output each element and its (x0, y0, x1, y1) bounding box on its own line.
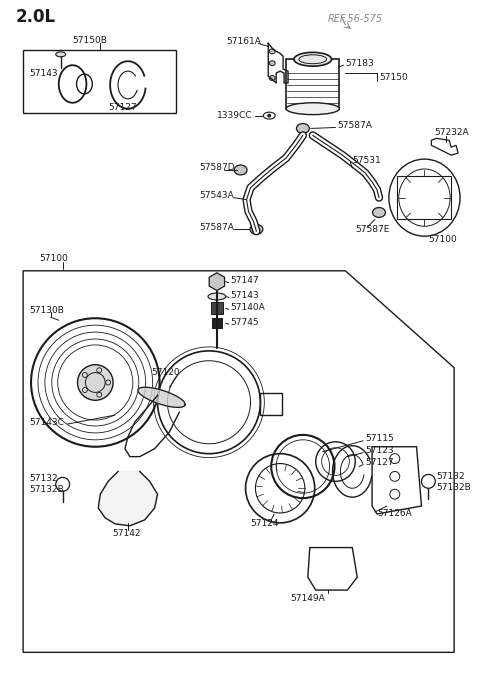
Text: 57587A: 57587A (199, 223, 234, 232)
Text: 57140A: 57140A (231, 303, 265, 312)
Text: 57100: 57100 (39, 254, 68, 264)
Text: 57543A: 57543A (199, 191, 234, 200)
Ellipse shape (297, 123, 309, 134)
Text: 57232A: 57232A (434, 128, 469, 137)
Bar (286, 59, 339, 108)
Text: 57123: 57123 (365, 446, 394, 455)
Text: 57149A: 57149A (290, 595, 325, 603)
Text: REF.56-575: REF.56-575 (327, 14, 383, 24)
Text: 57531: 57531 (352, 155, 381, 165)
Text: 57132: 57132 (29, 474, 58, 483)
Bar (211, 302, 223, 315)
Text: 1339CC: 1339CC (217, 111, 252, 120)
Text: 57150B: 57150B (72, 36, 108, 45)
Text: 57126A: 57126A (377, 509, 412, 519)
Ellipse shape (250, 224, 263, 234)
Text: 57130B: 57130B (29, 306, 64, 315)
Ellipse shape (286, 103, 339, 115)
Text: 57132B: 57132B (436, 483, 471, 492)
Text: 57587D: 57587D (199, 163, 235, 172)
Circle shape (267, 114, 271, 117)
Bar (212, 318, 222, 328)
Text: 57150: 57150 (379, 73, 408, 81)
Ellipse shape (269, 75, 275, 81)
Ellipse shape (294, 52, 332, 66)
Text: 57143: 57143 (29, 68, 58, 77)
Text: 57124: 57124 (251, 519, 279, 528)
Polygon shape (209, 273, 225, 291)
Text: 57161A: 57161A (227, 37, 262, 46)
Polygon shape (138, 387, 185, 407)
Text: 57143: 57143 (231, 291, 259, 300)
Text: 57587E: 57587E (355, 225, 390, 234)
Ellipse shape (56, 52, 66, 57)
Text: 57115: 57115 (365, 435, 394, 443)
Circle shape (77, 365, 113, 400)
Bar (397, 176, 451, 220)
Text: 57147: 57147 (231, 276, 259, 285)
Text: 57132: 57132 (436, 472, 465, 481)
Ellipse shape (269, 61, 275, 66)
Bar (260, 393, 282, 415)
Text: 57127: 57127 (365, 458, 394, 467)
Text: 57142: 57142 (112, 530, 141, 538)
Text: 57745: 57745 (231, 318, 259, 327)
Text: 57120: 57120 (152, 368, 180, 377)
Text: 57143C: 57143C (29, 418, 64, 426)
Ellipse shape (208, 293, 226, 300)
Text: 57132B: 57132B (29, 485, 64, 494)
Polygon shape (98, 471, 157, 526)
Bar (23, 50, 176, 113)
Text: 57183: 57183 (346, 59, 374, 68)
Ellipse shape (269, 49, 275, 54)
Text: 2.0L: 2.0L (15, 7, 55, 26)
Text: 57587A: 57587A (337, 121, 372, 130)
Text: 57100: 57100 (429, 235, 457, 243)
Ellipse shape (234, 165, 247, 175)
Ellipse shape (372, 207, 385, 218)
Text: 57127: 57127 (108, 103, 137, 112)
